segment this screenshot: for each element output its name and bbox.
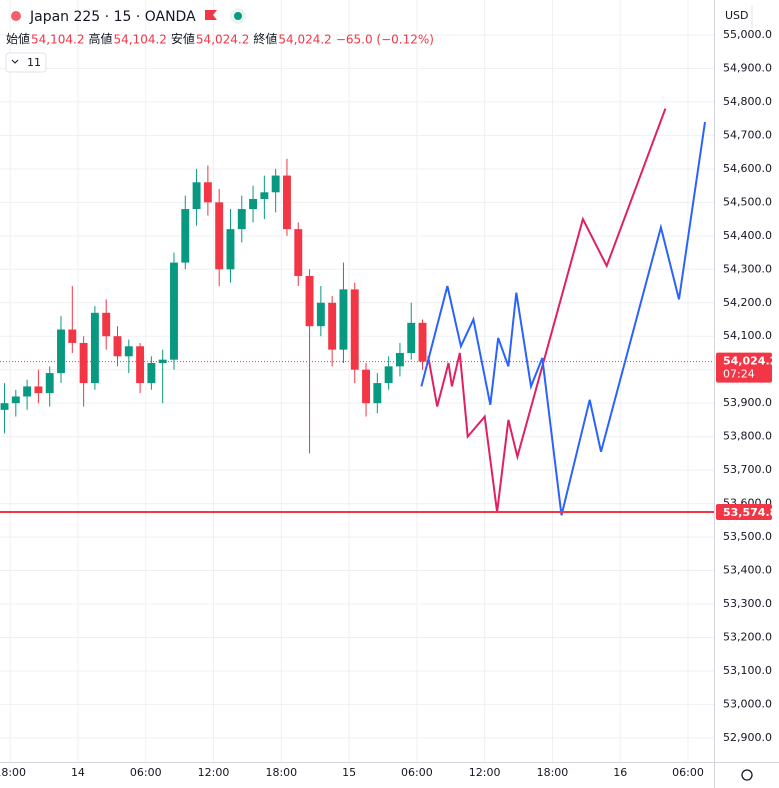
price-label: 53,574.8 — [723, 506, 777, 519]
ohlc-value: 54,104.2 — [113, 33, 166, 47]
y-tick-label: 54,600.0 — [723, 162, 772, 175]
y-tick-label: 54,300.0 — [723, 262, 772, 275]
candle-body — [305, 275, 314, 327]
candle-body — [203, 182, 212, 203]
candle-body — [350, 289, 359, 370]
candle-body — [147, 363, 156, 384]
chevron — [11, 59, 19, 64]
y-tick-label: 53,700.0 — [723, 463, 772, 476]
candle-body — [260, 192, 269, 199]
indicator-toggle[interactable] — [5, 52, 47, 73]
candle-body — [373, 383, 382, 404]
y-tick-label: 53,100.0 — [723, 664, 772, 677]
candle-body — [136, 346, 145, 384]
y-tick-label: 53,200.0 — [723, 630, 772, 643]
indicator-count: 11 — [27, 56, 41, 69]
candle-body — [181, 209, 190, 263]
candle-body — [294, 229, 303, 276]
ohlc-value: 54,024.2 — [278, 33, 331, 47]
x-tick-label: 18:00 — [0, 766, 26, 779]
candle-body — [215, 202, 224, 270]
candle-body — [90, 312, 99, 384]
ohlc-label: 始値 — [6, 31, 30, 46]
countdown: 07:24 — [723, 368, 755, 381]
candle-body — [0, 403, 9, 410]
candle-body — [407, 322, 416, 353]
y-tick-label: 53,000.0 — [723, 697, 772, 710]
ohlc-value: 54,104.2 — [31, 33, 84, 47]
x-tick-label: 12:00 — [469, 766, 501, 779]
candle-body — [283, 175, 291, 230]
x-tick-label: 18:00 — [265, 766, 297, 779]
candle-body — [328, 302, 337, 350]
x-tick-label: 14 — [71, 766, 85, 779]
y-tick-label: 53,800.0 — [723, 430, 772, 443]
candle-body — [68, 329, 77, 343]
flag-icon[interactable] — [205, 10, 217, 20]
candle-body — [249, 198, 258, 210]
candle-body — [34, 386, 43, 394]
candle-body — [339, 289, 348, 350]
ohlc-value: 54,024.2 — [196, 33, 249, 47]
y-tick-label: 53,400.0 — [723, 564, 772, 577]
y-tick-label: 55,000.0 — [723, 28, 772, 41]
candle-body — [57, 329, 65, 374]
y-tick-label: 54,500.0 — [723, 195, 772, 208]
currency[interactable]: USD — [725, 9, 749, 22]
candle-body — [170, 262, 178, 360]
candle-body — [79, 342, 88, 384]
projection-line — [427, 108, 667, 513]
y-tick-label: 53,900.0 — [723, 396, 772, 409]
candle-body — [226, 229, 235, 270]
candle-body — [237, 209, 246, 230]
y-tick-label: 54,700.0 — [723, 128, 772, 141]
candle-body — [316, 302, 325, 327]
ohlc-label: 安値 — [171, 31, 195, 46]
candle-body — [23, 386, 32, 397]
status-dot — [11, 11, 21, 21]
candle-body — [395, 352, 404, 367]
price-label-box — [716, 504, 772, 521]
ohlc-label: 終値 — [253, 31, 277, 46]
last-price-label: 54,024.2 — [723, 355, 777, 368]
candle-body — [418, 322, 427, 362]
last-price-box — [716, 352, 772, 383]
x-tick-label: 06:00 — [130, 766, 162, 779]
candle-body — [384, 366, 393, 384]
symbol: Japan 225 · 15 · OANDA — [29, 9, 196, 25]
y-tick-label: 54,900.0 — [723, 61, 772, 74]
market-dot — [234, 12, 242, 20]
change: −65.0 (−0.12%) — [336, 33, 434, 47]
ohlc-label: 高値 — [88, 31, 112, 46]
candle-body — [362, 369, 370, 404]
x-tick-label: 06:00 — [401, 766, 433, 779]
x-tick-label: 06:00 — [672, 766, 704, 779]
x-tick-label: 16 — [613, 766, 627, 779]
y-tick-label: 53,300.0 — [723, 597, 772, 610]
y-tick-label: 52,900.0 — [723, 731, 772, 744]
y-tick-label: 54,400.0 — [723, 229, 772, 242]
settings-icon[interactable] — [741, 769, 753, 781]
candle-body — [11, 396, 20, 404]
overlay: Japan 225 · 15 · OANDA 11 USD 始値 54,104.2… — [5, 5, 753, 781]
y-tick-label: 54,100.0 — [723, 329, 772, 342]
x-tick-label: 18:00 — [537, 766, 569, 779]
candle-body — [113, 336, 122, 357]
projection-line — [420, 121, 706, 516]
candle-body — [192, 182, 201, 210]
x-tick-label: 12:00 — [198, 766, 230, 779]
candle-body — [124, 346, 133, 357]
y-tick-label: 53,500.0 — [723, 530, 772, 543]
y-tick-label: 54,200.0 — [723, 296, 772, 309]
x-tick-label: 15 — [342, 766, 356, 779]
candle-body — [271, 175, 280, 193]
candle-body — [102, 312, 111, 337]
y-tick-label: 54,800.0 — [723, 95, 772, 108]
candle-body — [45, 373, 54, 394]
